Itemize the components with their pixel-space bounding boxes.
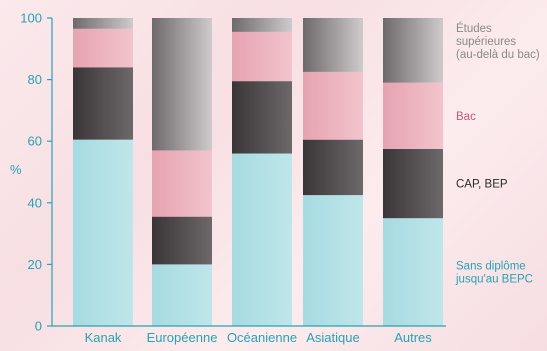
bar-segment-4-3 — [383, 18, 443, 83]
bar-segment-2-0 — [232, 153, 292, 326]
y-axis: 0 20 40 60 80 100 — [20, 11, 52, 334]
category-label: Océanienne — [227, 330, 297, 345]
bar-segment-3-0 — [303, 195, 363, 326]
category-label: Kanak — [85, 330, 122, 345]
bar-segment-2-2 — [232, 31, 292, 82]
y-tick-label: 40 — [28, 195, 42, 210]
y-tick-label: 0 — [35, 319, 42, 334]
bar-segment-3-1 — [303, 139, 363, 196]
bar-segment-4-0 — [383, 218, 443, 326]
legend-label: supérieures — [456, 36, 516, 48]
bar-segment-0-1 — [73, 67, 133, 140]
bar-segment-1-2 — [152, 150, 212, 217]
y-tick-label: 20 — [28, 257, 42, 272]
bar-segment-3-2 — [303, 71, 363, 140]
bar-segment-1-0 — [152, 264, 212, 326]
category-label: Européenne — [147, 330, 218, 345]
legend-label: CAP, BEP — [456, 179, 508, 191]
legend-label: Études — [456, 22, 492, 35]
legend-label: Sans diplôme — [456, 261, 526, 273]
bars-group — [73, 18, 443, 326]
bar-segment-2-3 — [232, 18, 292, 32]
category-label: Autres — [394, 330, 432, 345]
y-axis-label: % — [10, 162, 22, 177]
bar-segment-0-3 — [73, 18, 133, 29]
legend-label: Bac — [456, 111, 476, 123]
bar-segment-3-3 — [303, 18, 363, 72]
y-tick-label: 80 — [28, 72, 42, 87]
y-tick-label: 60 — [28, 134, 42, 149]
legend-label: (au-delà du bac) — [456, 49, 540, 61]
bar-segment-4-2 — [383, 82, 443, 149]
category-label: Asiatique — [306, 330, 359, 345]
bar-segment-0-0 — [73, 139, 133, 326]
bar-segment-2-1 — [232, 81, 292, 154]
bar-segment-4-1 — [383, 148, 443, 219]
bar-segment-1-3 — [152, 18, 212, 151]
bar-segment-1-1 — [152, 216, 212, 265]
x-axis: Kanak Européenne Océanienne Asiatique Autres — [85, 330, 433, 345]
legend-label: jusqu'au BEPC — [455, 274, 533, 286]
y-tick-label: 100 — [20, 11, 42, 26]
bar-segment-0-2 — [73, 28, 133, 68]
